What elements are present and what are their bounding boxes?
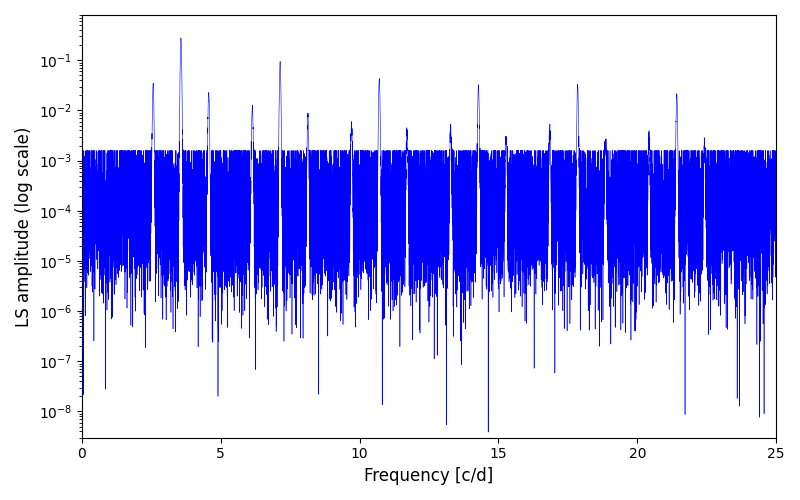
X-axis label: Frequency [c/d]: Frequency [c/d] (364, 467, 494, 485)
Y-axis label: LS amplitude (log scale): LS amplitude (log scale) (15, 126, 33, 326)
